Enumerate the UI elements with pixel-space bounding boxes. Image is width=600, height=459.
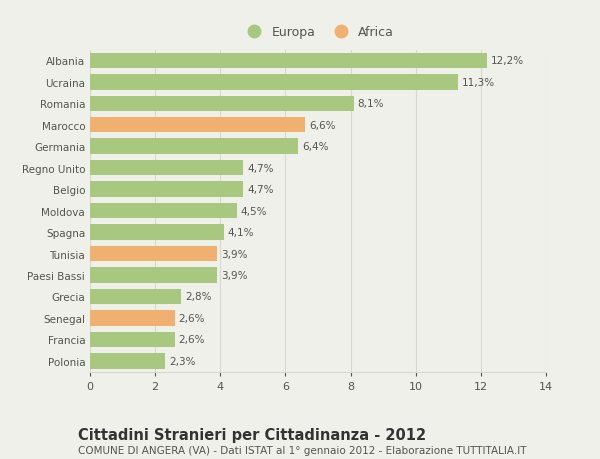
Text: 2,3%: 2,3% xyxy=(169,356,196,366)
Text: 2,6%: 2,6% xyxy=(179,335,205,345)
Bar xyxy=(90,225,224,240)
Text: 2,6%: 2,6% xyxy=(179,313,205,323)
Text: Cittadini Stranieri per Cittadinanza - 2012: Cittadini Stranieri per Cittadinanza - 2… xyxy=(78,427,426,442)
Bar xyxy=(90,54,487,69)
Text: 3,9%: 3,9% xyxy=(221,249,247,259)
Bar xyxy=(90,118,305,133)
Text: 4,7%: 4,7% xyxy=(247,185,274,195)
Bar xyxy=(90,332,175,347)
Bar xyxy=(90,268,217,283)
Bar xyxy=(90,203,236,219)
Bar xyxy=(90,96,354,112)
Bar xyxy=(90,289,181,304)
Text: 6,6%: 6,6% xyxy=(309,120,335,130)
Legend: Europa, Africa: Europa, Africa xyxy=(237,22,399,45)
Bar xyxy=(90,139,298,155)
Text: 4,5%: 4,5% xyxy=(241,206,267,216)
Text: 3,9%: 3,9% xyxy=(221,270,247,280)
Bar xyxy=(90,246,217,262)
Text: 12,2%: 12,2% xyxy=(491,56,524,66)
Bar xyxy=(90,182,243,197)
Text: 4,7%: 4,7% xyxy=(247,163,274,174)
Text: COMUNE DI ANGERA (VA) - Dati ISTAT al 1° gennaio 2012 - Elaborazione TUTTITALIA.: COMUNE DI ANGERA (VA) - Dati ISTAT al 1°… xyxy=(78,445,527,455)
Text: 6,4%: 6,4% xyxy=(302,142,329,152)
Bar xyxy=(90,311,175,326)
Text: 2,8%: 2,8% xyxy=(185,292,212,302)
Bar xyxy=(90,161,243,176)
Bar xyxy=(90,353,165,369)
Text: 4,1%: 4,1% xyxy=(227,228,254,238)
Text: 8,1%: 8,1% xyxy=(358,99,384,109)
Text: 11,3%: 11,3% xyxy=(462,78,495,88)
Bar xyxy=(90,75,458,90)
